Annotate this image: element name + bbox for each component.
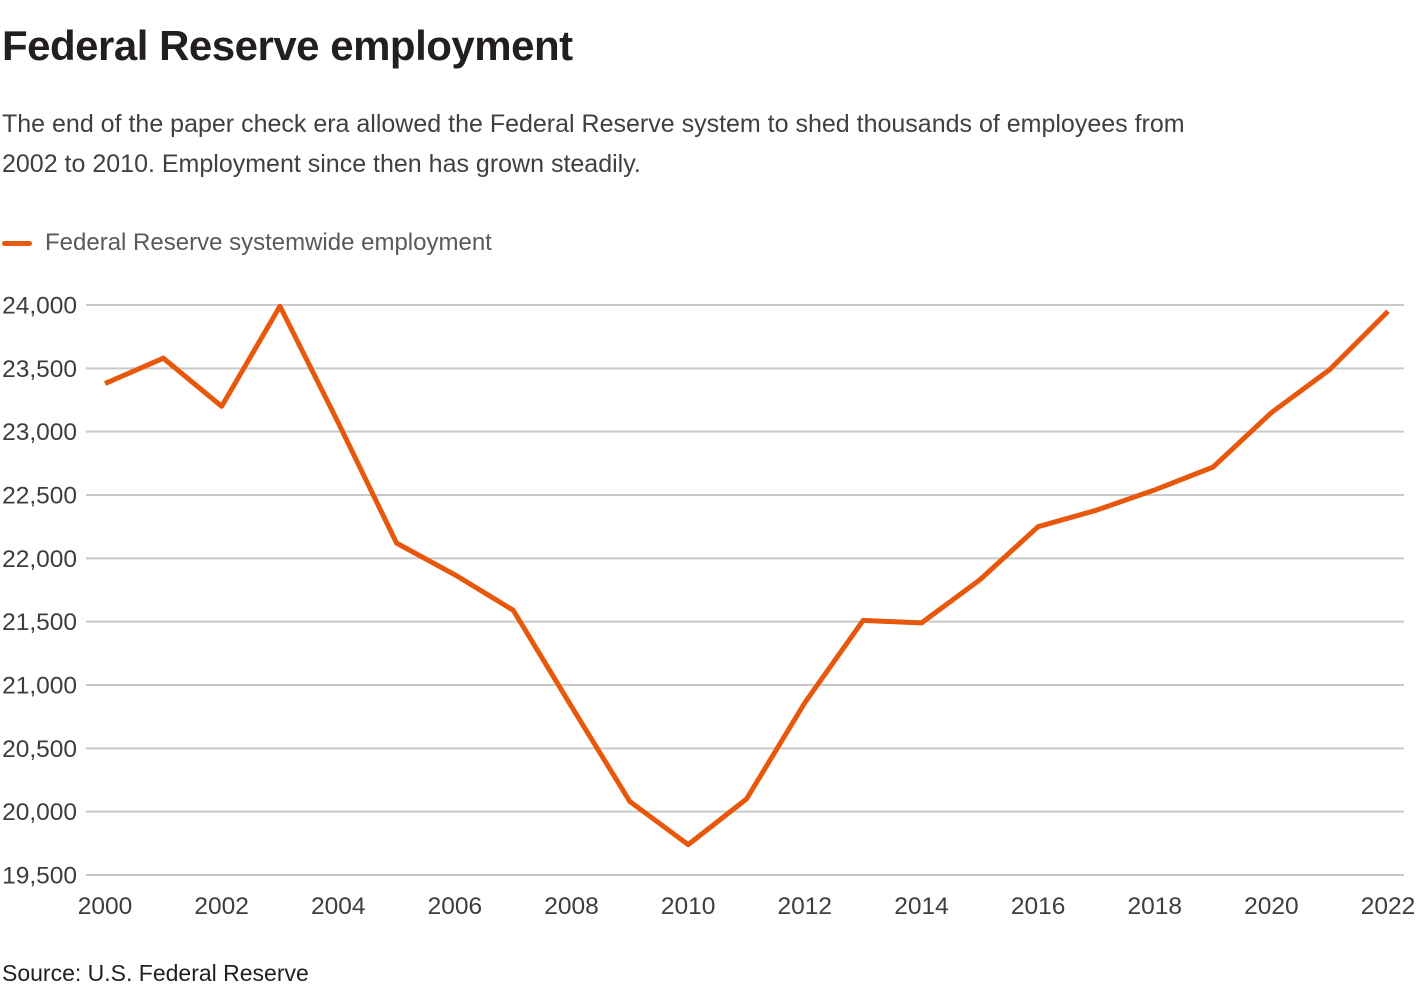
y-tick-label: 22,500 bbox=[2, 482, 77, 509]
y-tick-label: 21,000 bbox=[2, 672, 77, 699]
x-tick-label: 2022 bbox=[1361, 893, 1416, 920]
subtitle-line-2: 2002 to 2010. Employment since then has … bbox=[2, 150, 641, 178]
legend-line-swatch-icon bbox=[2, 240, 32, 246]
x-tick-label: 2020 bbox=[1244, 893, 1299, 920]
x-tick-label: 2006 bbox=[428, 893, 483, 920]
y-tick-label: 21,500 bbox=[2, 609, 77, 636]
x-tick-label: 2018 bbox=[1127, 893, 1182, 920]
y-tick-label: 19,500 bbox=[2, 862, 77, 889]
x-tick-label: 2010 bbox=[661, 893, 716, 920]
x-tick-label: 2016 bbox=[1011, 893, 1066, 920]
x-tick-label: 2002 bbox=[194, 893, 249, 920]
chart-subtitle: The end of the paper check era allowed t… bbox=[2, 104, 1382, 184]
source-attribution: Source: U.S. Federal Reserve bbox=[2, 960, 309, 986]
x-tick-label: 2004 bbox=[311, 893, 366, 920]
y-tick-label: 24,000 bbox=[2, 292, 77, 319]
page-title: Federal Reserve employment bbox=[2, 22, 573, 69]
y-tick-label: 20,500 bbox=[2, 736, 77, 763]
subtitle-line-1: The end of the paper check era allowed t… bbox=[2, 110, 1185, 138]
x-tick-label: 2012 bbox=[778, 893, 833, 920]
legend-label: Federal Reserve systemwide employment bbox=[45, 229, 492, 256]
employment-line bbox=[104, 303, 1390, 848]
x-tick-label: 2008 bbox=[544, 893, 599, 920]
y-tick-label: 22,000 bbox=[2, 546, 77, 573]
x-tick-label: 2014 bbox=[894, 893, 949, 920]
x-tick-label: 2000 bbox=[78, 893, 133, 920]
y-tick-label: 23,500 bbox=[2, 356, 77, 383]
y-tick-label: 20,000 bbox=[2, 799, 77, 826]
legend: Federal Reserve systemwide employment bbox=[2, 229, 492, 257]
y-tick-label: 23,000 bbox=[2, 419, 77, 446]
